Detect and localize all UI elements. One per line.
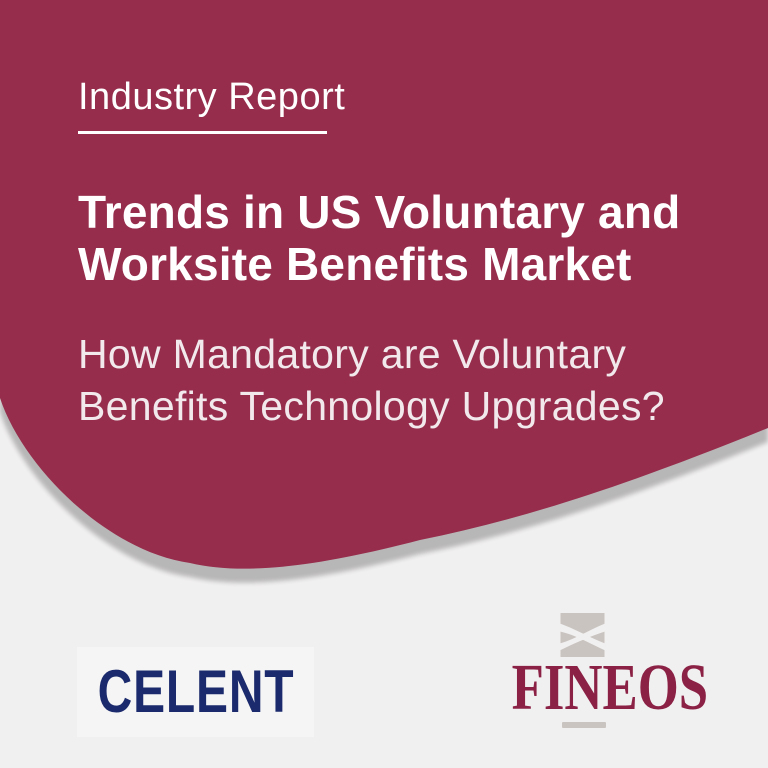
celent-logo: CELENT: [77, 647, 314, 737]
hourglass-icon: [560, 613, 605, 657]
fineos-base-bar: [562, 722, 606, 728]
eyebrow-underline: [78, 131, 327, 134]
report-subtitle-line2: Benefits Technology Upgrades?: [78, 383, 665, 429]
report-subtitle: How Mandatory are Voluntary Benefits Tec…: [78, 328, 665, 432]
hero-curve-shape: [0, 0, 768, 569]
celent-logo-text: CELENT: [97, 658, 294, 725]
fineos-logo-text-wrap: FINEOS: [510, 655, 710, 721]
report-title-line2: Worksite Benefits Market: [78, 238, 632, 290]
report-title: Trends in US Voluntary and Worksite Bene…: [78, 186, 680, 290]
eyebrow-label: Industry Report: [78, 76, 346, 118]
report-subtitle-line1: How Mandatory are Voluntary: [78, 331, 627, 377]
report-title-line1: Trends in US Voluntary and: [78, 186, 681, 238]
fineos-logo-text: FINEOS: [511, 651, 709, 724]
